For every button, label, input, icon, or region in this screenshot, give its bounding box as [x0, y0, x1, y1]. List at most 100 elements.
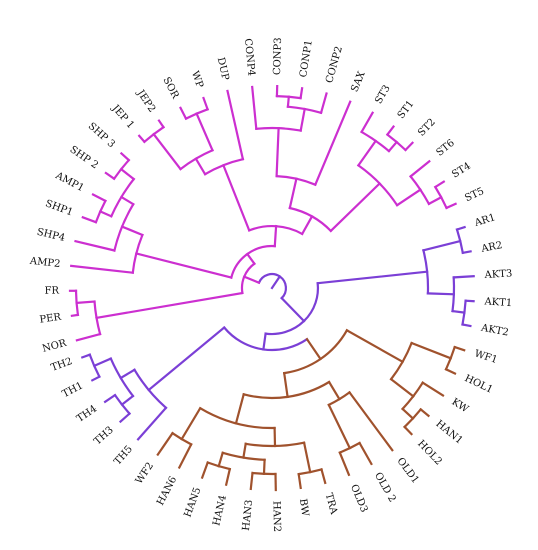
leaf-label: HAN1	[434, 418, 465, 446]
branch-radial	[275, 126, 280, 178]
branch-radial	[69, 264, 135, 274]
leaf-label: CONP3	[272, 37, 284, 75]
branch-radial	[194, 157, 207, 176]
branch-radial	[95, 291, 244, 320]
branch-radial	[452, 275, 475, 279]
leaf-label: OLD3	[348, 483, 369, 514]
branch-radial	[305, 337, 323, 361]
leaf-label: AMP1	[53, 170, 86, 194]
branch-radial	[157, 119, 166, 129]
leaf-label: SHP 3	[86, 121, 117, 150]
branch-radial	[224, 467, 232, 487]
leaf-label: OLD 2	[372, 471, 398, 505]
branch-radial	[70, 313, 80, 318]
branch-radial	[217, 451, 225, 468]
leaf-label: AR2	[480, 240, 504, 255]
leaf-label: SHP1	[44, 198, 75, 218]
branch-radial	[280, 296, 306, 323]
leaf-label: FR	[44, 285, 59, 296]
branch-radial	[385, 125, 396, 137]
branch-radial	[451, 309, 466, 314]
branch-radial	[249, 471, 254, 491]
branch-radial	[286, 95, 290, 108]
branch-radial	[152, 132, 183, 171]
branch-radial	[234, 392, 246, 425]
branch-radial	[316, 270, 429, 285]
branch-radial	[455, 225, 466, 231]
branch-radial	[90, 375, 101, 382]
leaf-label: HOL2	[415, 438, 444, 467]
leaf-label: WF2	[134, 461, 156, 487]
branch-radial	[245, 252, 256, 266]
branch-radial	[200, 461, 210, 480]
leaf-label: HAN5	[183, 486, 204, 519]
branch-radial	[419, 407, 431, 418]
leaf-label: SHP4	[36, 227, 66, 244]
leaf-label: BW	[297, 498, 311, 518]
leaf-label: JEP 1	[109, 102, 136, 131]
branch-radial	[202, 96, 210, 111]
branch-radial	[92, 357, 113, 368]
branch-radial	[319, 92, 328, 115]
branch-radial	[327, 403, 352, 450]
branch-radial	[464, 299, 475, 303]
leaf-label: KW	[449, 397, 470, 416]
branch-radial	[177, 442, 193, 469]
leaf-label: OLD1	[394, 456, 420, 486]
branch-radial	[81, 215, 98, 224]
branch-radial	[329, 181, 382, 233]
branch-radial	[98, 209, 113, 218]
leaf-label: AMP2	[28, 256, 61, 270]
branch-radial	[288, 177, 298, 210]
branch-radial	[347, 390, 394, 452]
branch-radial	[147, 325, 226, 392]
leaf-label: ST1	[396, 99, 417, 122]
branch-radial	[262, 332, 267, 351]
branch-radial	[444, 367, 457, 375]
leaf-label: ST4	[450, 161, 473, 181]
branch-radial	[338, 451, 351, 477]
branch-radial	[427, 195, 443, 206]
leaf-label: CONP2	[324, 45, 345, 84]
leaf-label: AKT2	[479, 323, 509, 339]
branch-radial	[75, 300, 96, 305]
branch-radial	[195, 112, 214, 152]
leaf-label: HAN6	[155, 475, 179, 508]
branch-radial	[422, 239, 462, 252]
branch-radial	[401, 407, 415, 420]
branch-radial	[302, 441, 312, 474]
leaf-label: ST6	[434, 138, 456, 159]
branch-radial	[360, 111, 375, 134]
branch-radial	[104, 171, 116, 181]
branch-radial	[445, 202, 458, 210]
branch-radial	[75, 332, 102, 342]
branch-radial	[221, 163, 251, 232]
branch-radial	[313, 100, 352, 187]
leaf-label: WF1	[473, 348, 499, 366]
leaf-label: TH5	[112, 444, 135, 468]
branch-radial	[120, 394, 135, 407]
leaf-label: ST2	[416, 117, 438, 139]
branch-radial	[409, 159, 431, 178]
branch-radial	[387, 140, 399, 153]
branch-radial	[356, 139, 378, 167]
leaf-label: TH3	[92, 425, 116, 448]
branch-radial	[80, 353, 92, 359]
branch-radial	[103, 393, 117, 404]
branch-radial	[327, 380, 341, 401]
leaf-label: HAN4	[211, 494, 229, 527]
branch-radial	[320, 468, 327, 485]
leaf-label: SOR	[160, 75, 180, 101]
branch-radial	[297, 472, 302, 490]
leaf-label: NOR	[41, 338, 68, 355]
leaf-label: DUP	[215, 56, 231, 81]
branch-radial	[134, 252, 233, 279]
leaf-label: ST3	[373, 83, 392, 106]
branch-radial	[179, 106, 188, 121]
branch-radial	[345, 328, 405, 364]
branch-radial	[180, 406, 202, 441]
leaf-label: JEP2	[134, 87, 157, 114]
root-stem	[270, 274, 282, 290]
